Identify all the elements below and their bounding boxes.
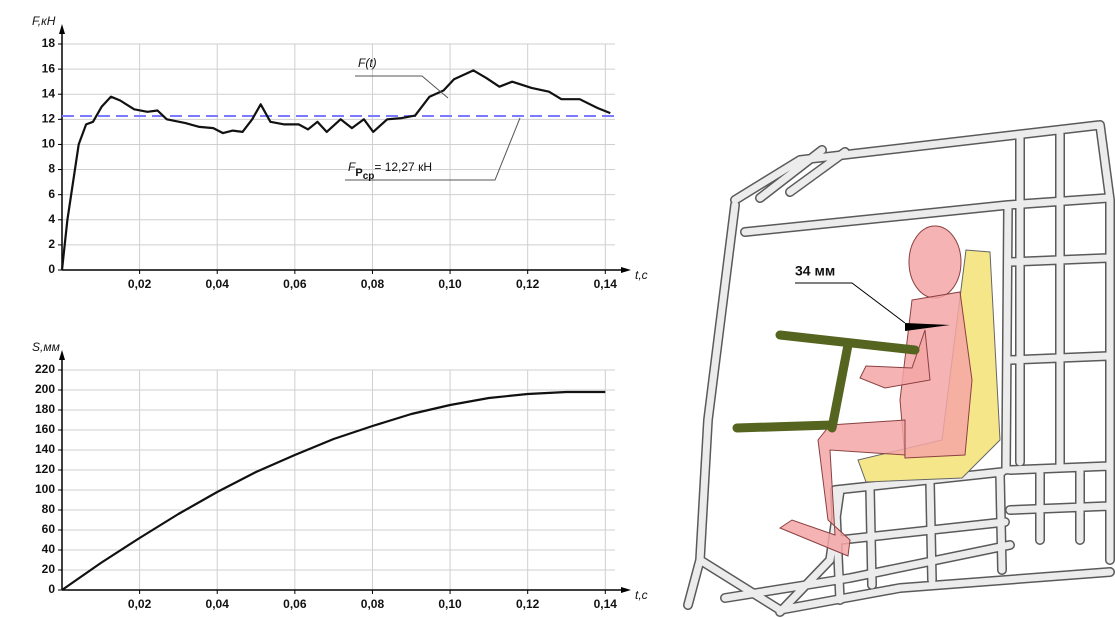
mean-label: FPср= 12,27 кН	[348, 160, 432, 181]
x-tick-label: 0,10	[438, 597, 462, 611]
x-axis-arrow	[621, 587, 631, 593]
y-tick-label: 160	[35, 422, 55, 436]
y-tick-label: 14	[42, 86, 56, 100]
y-tick-label: 0	[48, 262, 55, 276]
y-tick-label: 4	[48, 212, 55, 226]
figure: 34 мм 0 2 4 6 8 10 12 14 16 18 0,02 0,04 0,06 0,08 0,1…	[0, 0, 1115, 619]
y-tick-label: 60	[42, 522, 56, 536]
y-tick-label: 16	[42, 61, 56, 75]
y-tick-label: 0	[48, 582, 55, 596]
x-tick-label: 0,08	[361, 597, 385, 611]
series-label: F(t)	[358, 56, 377, 70]
y-tick-label: 2	[48, 237, 55, 251]
x-axis-label: t,с	[635, 588, 648, 602]
x-tick-label: 0,14	[594, 597, 618, 611]
x-tick-label: 0,06	[283, 277, 307, 291]
x-tick-label: 0,02	[128, 277, 152, 291]
x-tick-label: 0,04	[206, 277, 230, 291]
y-axis-arrow	[59, 24, 65, 34]
y-tick-label: 80	[42, 502, 56, 516]
y-tick-label: 220	[35, 362, 55, 376]
y-tick-label: 140	[35, 442, 55, 456]
x-tick-label: 0,12	[516, 277, 540, 291]
x-tick-label: 0,06	[283, 597, 307, 611]
dimension-label: 34 мм	[795, 263, 835, 279]
y-tick-label: 18	[42, 36, 56, 50]
data-line	[62, 392, 605, 590]
y-tick-label: 12	[42, 112, 56, 126]
y-tick-label: 180	[35, 402, 55, 416]
y-axis-arrow	[59, 350, 65, 360]
x-axis-label: t,с	[635, 268, 648, 282]
y-axis-label: S,мм	[32, 340, 60, 354]
y-tick-label: 6	[48, 187, 55, 201]
x-tick-label: 0,10	[438, 277, 462, 291]
x-tick-label: 0,14	[594, 277, 618, 291]
x-tick-label: 0,08	[361, 277, 385, 291]
y-tick-label: 200	[35, 382, 55, 396]
y-tick-label: 100	[35, 482, 55, 496]
x-tick-label: 0,12	[516, 597, 540, 611]
y-tick-label: 8	[48, 162, 55, 176]
y-tick-label: 120	[35, 462, 55, 476]
y-tick-label: 20	[42, 562, 56, 576]
x-tick-label: 0,02	[128, 597, 152, 611]
y-axis-label: F,кН	[32, 14, 56, 28]
mean-subscript: P	[355, 167, 362, 179]
cab-illustration: 34 мм	[688, 125, 1110, 612]
x-tick-label: 0,04	[206, 597, 230, 611]
x-axis-arrow	[621, 267, 631, 273]
y-tick-label: 40	[42, 542, 56, 556]
mean-subscript: ср	[363, 171, 375, 182]
mean-value-label: = 12,27 кН	[374, 160, 432, 174]
y-tick-label: 10	[42, 137, 56, 151]
